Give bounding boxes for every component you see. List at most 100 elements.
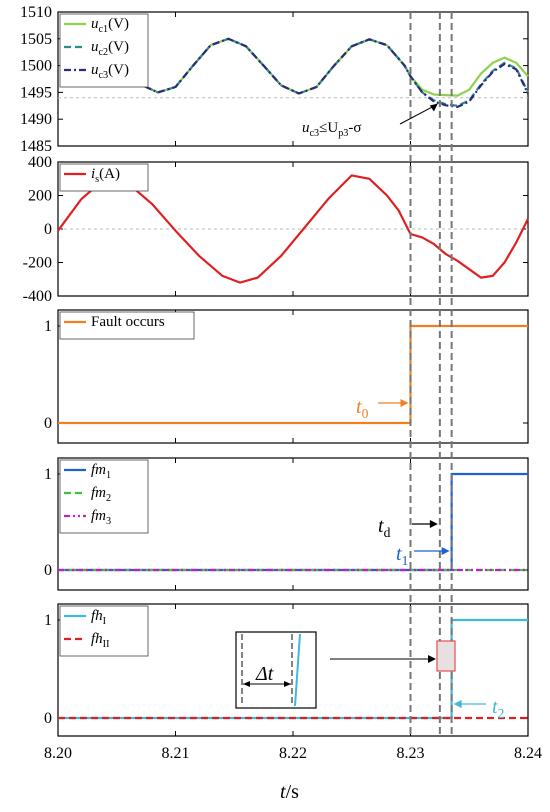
arrow-head <box>453 700 462 708</box>
panels: 148514901495150015051510uc1(V)uc2(V)uc3(… <box>20 4 529 737</box>
t1-label: t1 <box>396 543 408 568</box>
series-line <box>57 174 529 284</box>
label-part: fm <box>91 485 106 501</box>
inset-signal <box>294 633 301 707</box>
legend-entry: uc1(V) <box>91 16 129 35</box>
legend-entry: Fault occurs <box>91 314 165 330</box>
legend-entry: is(A) <box>91 166 120 185</box>
label-part: p3 <box>338 128 348 139</box>
legend-entry: fm1 <box>91 462 111 481</box>
delta-t-label: Δt <box>255 663 274 685</box>
y-tick-label: 1500 <box>20 58 52 75</box>
legend: is(A) <box>59 163 149 192</box>
threshold-annotation: uc3≤Up3-σ <box>302 120 361 139</box>
legend-box <box>59 605 149 657</box>
y-tick-label: 1495 <box>20 84 52 101</box>
x-tick-label: 8.20 <box>44 745 72 762</box>
series-line <box>86 37 529 97</box>
label-part: t <box>280 781 286 803</box>
y-tick-label: 400 <box>28 154 52 171</box>
legend-box <box>59 163 149 192</box>
label-part: u <box>91 39 99 55</box>
arrow-head <box>429 103 438 112</box>
t2-label: t2 <box>492 696 505 721</box>
label-part: c2 <box>99 47 109 58</box>
label-part: t <box>356 396 362 418</box>
label-part: (A) <box>99 166 120 182</box>
zoom-highlight-box <box>436 640 456 672</box>
label-part: 1 <box>402 553 409 568</box>
panel-capacitor-voltage: 148514901495150015051510uc1(V)uc2(V)uc3(… <box>20 4 529 155</box>
y-tick-label: -400 <box>23 288 52 305</box>
label-part: II <box>103 639 110 650</box>
panel-fault-flag: 0 1 Fault occurs <box>44 309 529 444</box>
series-line <box>86 37 529 107</box>
legend-entry: fhI <box>91 608 107 627</box>
arrow-head <box>441 547 450 555</box>
y-tick-label: -200 <box>23 255 52 272</box>
label-part: 2 <box>498 706 505 721</box>
inset-frame <box>235 631 317 709</box>
zoom-inset: Δt <box>235 631 317 709</box>
legend: Fault occurs <box>59 311 195 340</box>
legend-box <box>59 311 195 340</box>
y-tick-label: 1 <box>44 318 52 335</box>
label-part: c1 <box>99 24 109 35</box>
annotation-arrow <box>399 104 438 125</box>
vertical-markers <box>409 12 453 736</box>
label-part: 0 <box>362 406 369 421</box>
legend: uc1(V)uc2(V)uc3(V) <box>59 13 149 88</box>
x-tick-label: 8.23 <box>397 745 425 762</box>
label-part: -σ <box>348 120 361 136</box>
y-tick-label: 0 <box>44 562 52 579</box>
label-part: 1 <box>106 470 111 481</box>
label-part: fm <box>91 462 106 478</box>
y-tick-label: 0 <box>44 221 52 238</box>
label-part: fm <box>91 508 106 524</box>
label-part: t <box>492 696 498 718</box>
label-part: I <box>103 616 107 627</box>
label-part: 2 <box>106 493 111 504</box>
panel-current: 400 200 0 -200 -400 is(A) <box>23 154 529 305</box>
x-tick-label: 8.22 <box>279 745 307 762</box>
label-part: (V) <box>108 16 129 32</box>
y-tick-label: 1490 <box>20 111 52 128</box>
y-tick-label: 1 <box>44 612 52 629</box>
x-tick-label: 8.24 <box>514 745 542 762</box>
label-part: u <box>302 120 310 136</box>
y-tick-label: 200 <box>28 188 52 205</box>
label-part: d <box>384 525 391 540</box>
label-part: u <box>91 62 99 78</box>
x-axis: 8.20 8.21 8.22 8.23 8.24 t/s <box>44 745 542 803</box>
label-part: i <box>91 166 95 182</box>
legend-entry: fm3 <box>91 508 111 527</box>
legend-box <box>59 459 149 534</box>
legend-entry: fhII <box>91 631 110 650</box>
x-axis-title: t/s <box>280 781 299 803</box>
arrow-head <box>429 520 438 528</box>
label-part: s <box>95 174 99 185</box>
y-tick-label: 1505 <box>20 31 52 48</box>
legend-entry: uc2(V) <box>91 39 129 58</box>
legend-entry: fm2 <box>91 485 111 504</box>
series-line <box>86 37 529 109</box>
arrow-head <box>428 655 436 663</box>
y-tick-label: 0 <box>44 710 52 727</box>
td-label: td <box>378 515 391 540</box>
legend-box <box>59 13 149 88</box>
label-part: u <box>91 16 99 32</box>
x-tick-label: 8.21 <box>162 745 190 762</box>
y-tick-label: 1485 <box>20 138 52 155</box>
series-line <box>58 324 528 425</box>
label-part: /s <box>286 781 300 803</box>
label-part: (V) <box>108 62 129 78</box>
label-part: fh <box>91 631 103 647</box>
label-part: (V) <box>108 39 129 55</box>
label-part: 3 <box>106 516 111 527</box>
arrow-head <box>284 681 291 687</box>
